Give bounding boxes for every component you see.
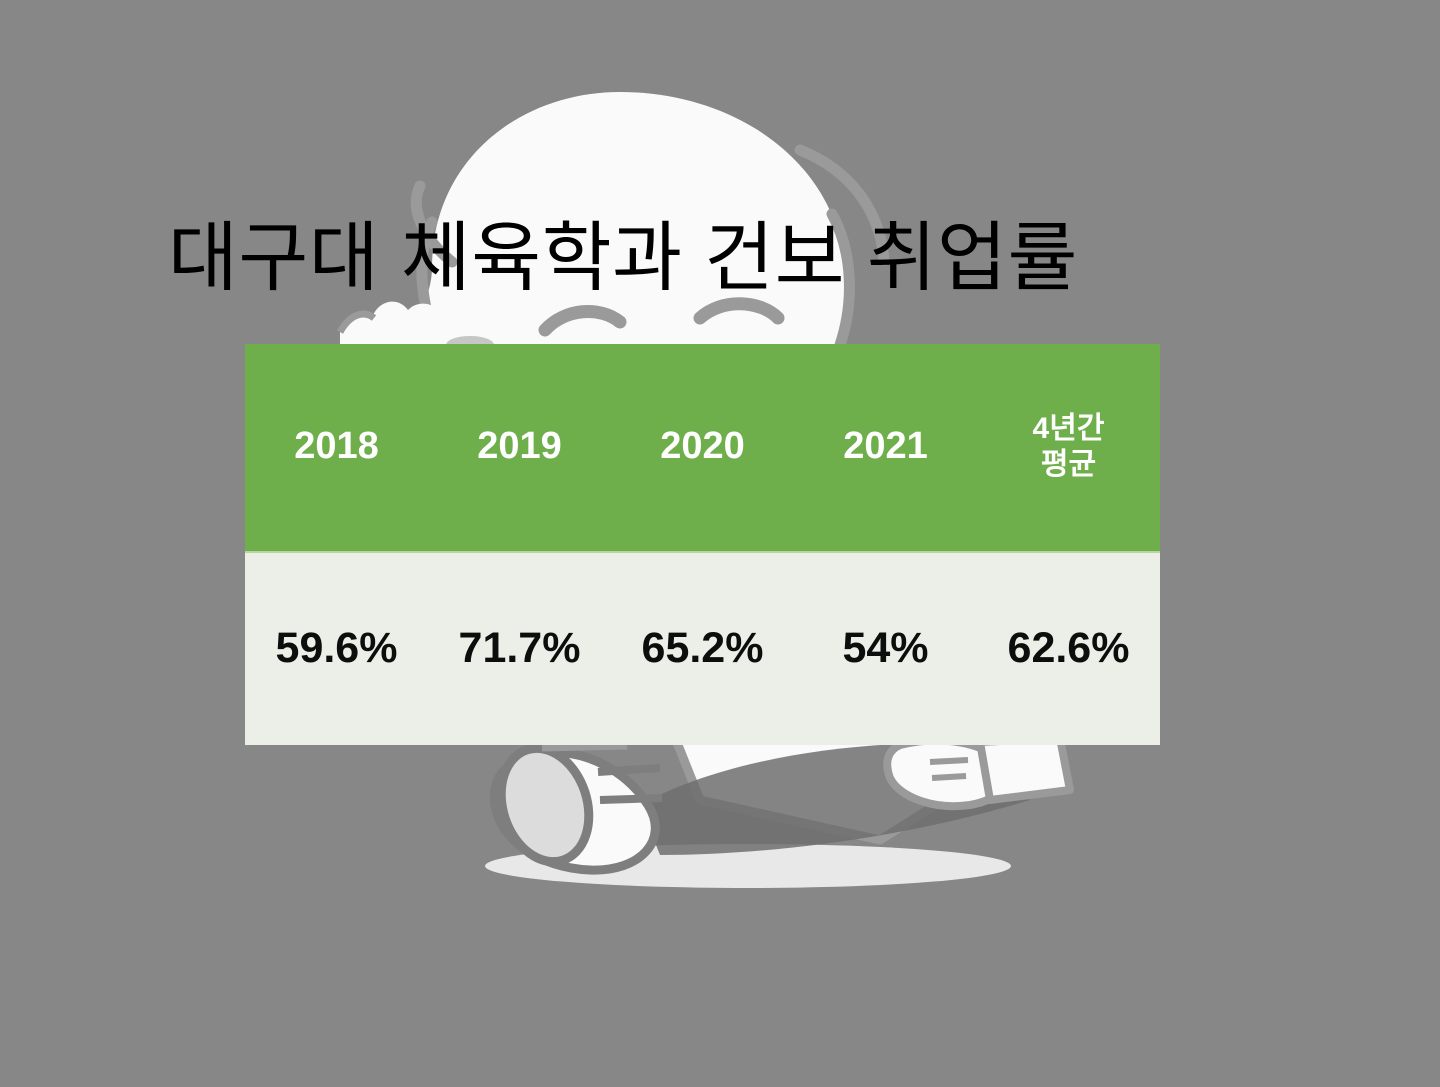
page-title: 대구대 체육학과 건보 취업률 xyxy=(168,215,1078,301)
employment-rate-table: 2018 2019 2020 2021 4년간 평균 59.6% 71.7% 6… xyxy=(245,344,1160,745)
table-header-label-line2: 평균 xyxy=(1040,447,1097,481)
table-cell-value-2021: 54% xyxy=(842,624,929,673)
table-cell-value-2019: 71.7% xyxy=(458,624,581,673)
table-header-label: 2019 xyxy=(477,425,562,468)
table-header-row: 2018 2019 2020 2021 4년간 평균 xyxy=(245,344,1160,551)
table-header-label-line1: 4년간 xyxy=(1032,412,1105,446)
floor-shadow-ellipse xyxy=(485,844,1011,888)
table-cell-value-2020: 65.2% xyxy=(641,624,764,673)
table-header-cell-2020: 2020 xyxy=(611,425,794,470)
table-cell-value-2018: 59.6% xyxy=(275,624,398,673)
table-header-cell-2019: 2019 xyxy=(428,425,611,470)
table-header-label: 2020 xyxy=(660,425,745,468)
table-header-cell-2018: 2018 xyxy=(245,425,428,470)
table-header-cell-four-year-average: 4년간 평균 xyxy=(977,411,1160,484)
table-header-label: 2018 xyxy=(294,425,379,468)
table-row: 59.6% 71.7% 65.2% 54% 62.6% xyxy=(245,551,1160,745)
table-header-cell-2021: 2021 xyxy=(794,425,977,470)
sneaker-right xyxy=(883,736,1010,811)
table-cell-value-four-year-average: 62.6% xyxy=(1007,624,1130,673)
sneaker-left xyxy=(489,743,663,875)
mascot-paw-left xyxy=(336,301,468,350)
table-header-label: 2021 xyxy=(843,425,928,468)
